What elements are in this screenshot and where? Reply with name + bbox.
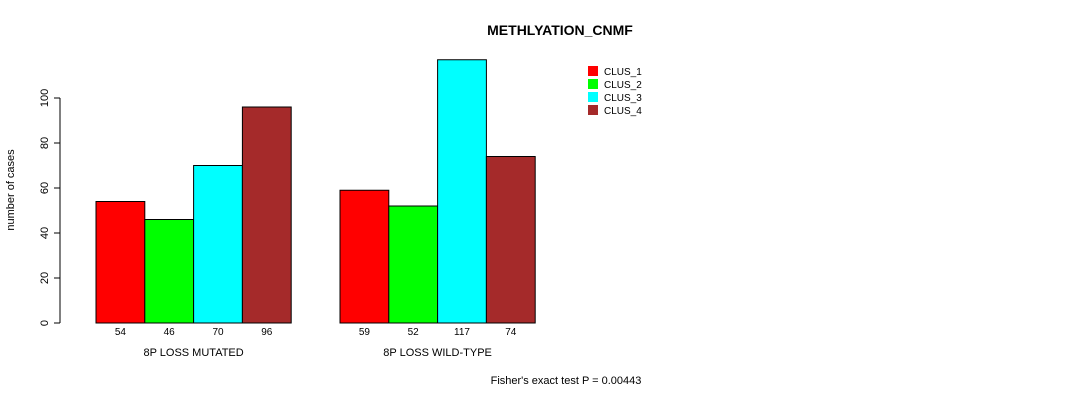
- group-label-1: 8P LOSS MUTATED: [143, 347, 243, 359]
- y-tick-label: 60: [39, 182, 51, 194]
- bar-clus-1-group-2: [339, 189, 390, 324]
- bar-clus-4-group-2: [485, 156, 536, 324]
- legend-label-clus-4: CLUS_4: [604, 106, 642, 117]
- legend-swatch-clus-3: [588, 92, 598, 102]
- bar-clus-2-group-2: [388, 205, 439, 324]
- bar-clus-2-group-1: [144, 219, 195, 324]
- bar-clus-3-group-2: [437, 59, 487, 324]
- y-tick-label: 20: [39, 272, 51, 284]
- legend-label-clus-1: CLUS_1: [604, 67, 642, 78]
- group-labels: 8P LOSS MUTATED 8P LOSS WILD-TYPE: [143, 347, 491, 359]
- y-tick-label: 40: [39, 227, 51, 239]
- bars: [95, 59, 536, 324]
- legend-swatch-clus-1: [588, 66, 598, 76]
- bar-value-label: 96: [261, 327, 273, 338]
- bar-value-label: 70: [212, 327, 224, 338]
- bar-clus-1-group-1: [95, 201, 146, 324]
- bar-clus-4-group-1: [241, 106, 292, 324]
- chart-title: METHLYATION_CNMF: [487, 22, 633, 38]
- legend-swatch-clus-4: [588, 105, 598, 115]
- bar-value-labels: 54 46 70 96 59 52 117 74: [115, 327, 517, 338]
- bar-value-label: 74: [505, 327, 517, 338]
- bar-clus-3-group-1: [193, 165, 243, 324]
- y-tick-label: 80: [39, 137, 51, 149]
- y-tick-label: 0: [39, 320, 51, 326]
- legend-swatch-clus-2: [588, 79, 598, 89]
- y-axis: 0 20 40 60 80 100: [39, 89, 61, 326]
- bar-value-label: 46: [164, 327, 176, 338]
- legend-label-clus-2: CLUS_2: [604, 80, 642, 91]
- bar-value-label: 54: [115, 327, 127, 338]
- fisher-test-footnote: Fisher's exact test P = 0.00443: [491, 375, 642, 387]
- bar-value-label: 117: [454, 327, 470, 338]
- bar-value-label: 59: [359, 327, 371, 338]
- legend: CLUS_1 CLUS_2 CLUS_3 CLUS_4: [588, 66, 642, 117]
- group-label-2: 8P LOSS WILD-TYPE: [383, 347, 492, 359]
- y-tick-label: 100: [39, 89, 51, 107]
- y-axis-label: number of cases: [5, 149, 17, 231]
- legend-label-clus-3: CLUS_3: [604, 93, 642, 104]
- bar-value-label: 52: [408, 327, 420, 338]
